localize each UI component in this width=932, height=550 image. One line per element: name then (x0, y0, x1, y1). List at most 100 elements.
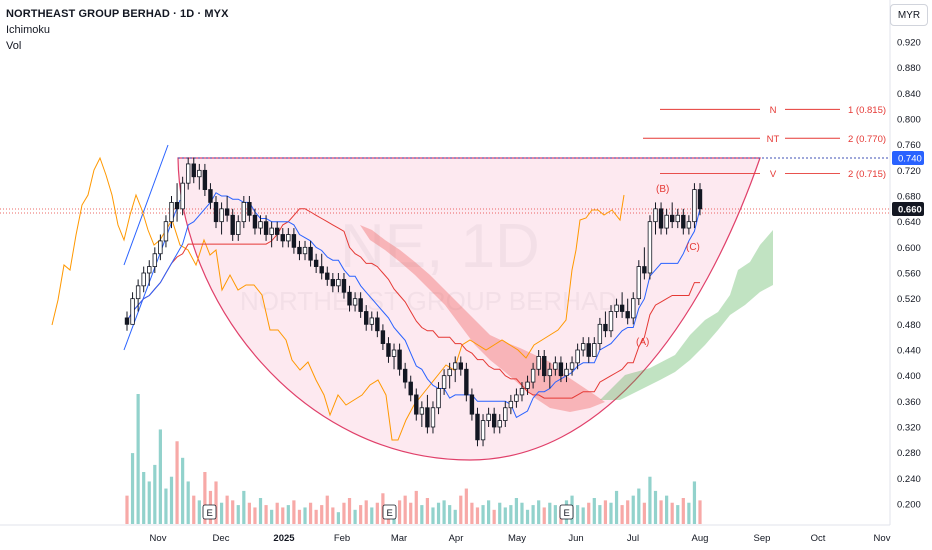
volume-bar (609, 502, 613, 524)
chart-legend: NORTHEAST GROUP BERHAD · 1D · MYX Ichimo… (6, 6, 229, 54)
volume-bar (442, 500, 446, 524)
currency-button[interactable]: MYR (890, 4, 928, 26)
volume-bar (342, 502, 346, 524)
candle-body (291, 234, 297, 248)
candle-body (530, 368, 536, 383)
candle-body (592, 343, 597, 357)
candle-body (430, 407, 436, 428)
candle-body (697, 189, 703, 210)
volume-bar (181, 457, 185, 524)
price-tick-label: 0.640 (897, 217, 921, 228)
volume-bar (225, 495, 229, 524)
volume-bar (642, 502, 646, 524)
candle-body (514, 394, 519, 402)
volume-bar (553, 505, 557, 524)
candle-body (569, 362, 575, 370)
volume-bar (687, 502, 691, 524)
cup-pattern-shape (177, 157, 761, 461)
wave-label-b: (B) (656, 184, 669, 195)
volume-bar (286, 505, 290, 524)
volume-bar (353, 509, 357, 524)
volume-bar (676, 505, 680, 524)
candle-body (219, 208, 224, 223)
fib-level-label: NT (767, 134, 780, 145)
candle-body (263, 221, 269, 235)
candle-body (364, 311, 369, 325)
volume-bar (314, 509, 318, 524)
time-tick-label: Jul (627, 533, 639, 544)
candle-body (642, 266, 647, 274)
candle-body (597, 323, 603, 344)
candlestick-series (124, 157, 703, 447)
candle-body (358, 298, 363, 312)
volume-bar (620, 505, 624, 524)
price-tick-label: 0.520 (897, 294, 921, 305)
earnings-marker[interactable]: E (382, 504, 397, 520)
price-tick-label: 0.440 (897, 346, 921, 357)
earnings-marker[interactable]: E (202, 504, 217, 520)
volume-bar (308, 502, 313, 524)
watermark-name: NORTHEAST GROUP BERHAD (240, 286, 617, 316)
candle-body (469, 394, 475, 415)
time-axis[interactable]: Nov Dec 2025 Feb Mar Apr May Jun Jul Aug Sep Oct Nov (150, 533, 891, 544)
volume-bar (370, 507, 374, 524)
candle-body (547, 368, 552, 377)
current-price-label: 0.660 (892, 202, 924, 216)
candle-body (625, 311, 630, 319)
candle-body (147, 266, 152, 274)
candle-body (347, 291, 352, 306)
volume-bar (592, 498, 596, 524)
volume-bar (158, 429, 162, 524)
volume-bar (503, 507, 507, 524)
volume-bar (587, 502, 591, 524)
volume-bar (403, 495, 407, 524)
volume-bar (236, 505, 240, 524)
volume-bar (492, 509, 496, 524)
resistance-price-text: 0.740 (898, 154, 922, 165)
indicator-volume[interactable]: Vol (6, 40, 22, 52)
fib-level-label: V (770, 169, 777, 180)
volume-bar (514, 498, 519, 524)
candle-body (608, 311, 614, 332)
price-tick-label: 0.880 (897, 63, 921, 74)
volume-bar (264, 505, 268, 524)
earnings-marker-label: E (387, 508, 393, 519)
indicator-ichimoku[interactable]: Ichimoku (6, 24, 51, 36)
volume-bar (375, 502, 379, 524)
price-axis[interactable]: 0.920 0.880 0.840 0.800 0.760 0.720 0.680 0.640… (897, 38, 921, 511)
volume-bar (659, 500, 663, 524)
price-tick-label: 0.400 (897, 371, 921, 382)
candle-body (503, 407, 508, 421)
time-tick-label: Sep (754, 533, 771, 544)
candle-body (180, 182, 185, 210)
candle-body (241, 202, 247, 223)
volume-bar (448, 505, 452, 524)
kijun-sen-line (126, 208, 700, 399)
time-tick-label: Feb (334, 533, 350, 544)
volume-bar (670, 502, 674, 524)
current-price-text: 0.660 (898, 205, 922, 216)
candle-body (497, 420, 502, 428)
earnings-marker[interactable]: E (559, 504, 574, 520)
volume-bar (626, 500, 630, 524)
time-tick-label: Dec (213, 533, 230, 544)
time-tick-label: Oct (811, 533, 826, 544)
resistance-price-label: 0.740 (892, 151, 924, 165)
symbol-title[interactable]: NORTHEAST GROUP BERHAD · 1D · MYX (6, 8, 229, 20)
candle-body (536, 356, 541, 370)
candle-body (669, 214, 675, 223)
candle-body (275, 227, 280, 235)
candle-body (185, 163, 191, 184)
time-tick-label: Nov (150, 533, 167, 544)
candle-body (224, 208, 230, 216)
candle-body (542, 356, 547, 377)
volume-bar (153, 464, 157, 524)
candle-body (330, 279, 336, 287)
candle-body (213, 202, 219, 223)
fib-value-label: 1 (0.815) (848, 105, 886, 116)
volume-bar (520, 502, 524, 524)
price-tick-label: 0.600 (897, 243, 921, 254)
volume-bar (481, 505, 485, 524)
candle-body (191, 163, 196, 178)
